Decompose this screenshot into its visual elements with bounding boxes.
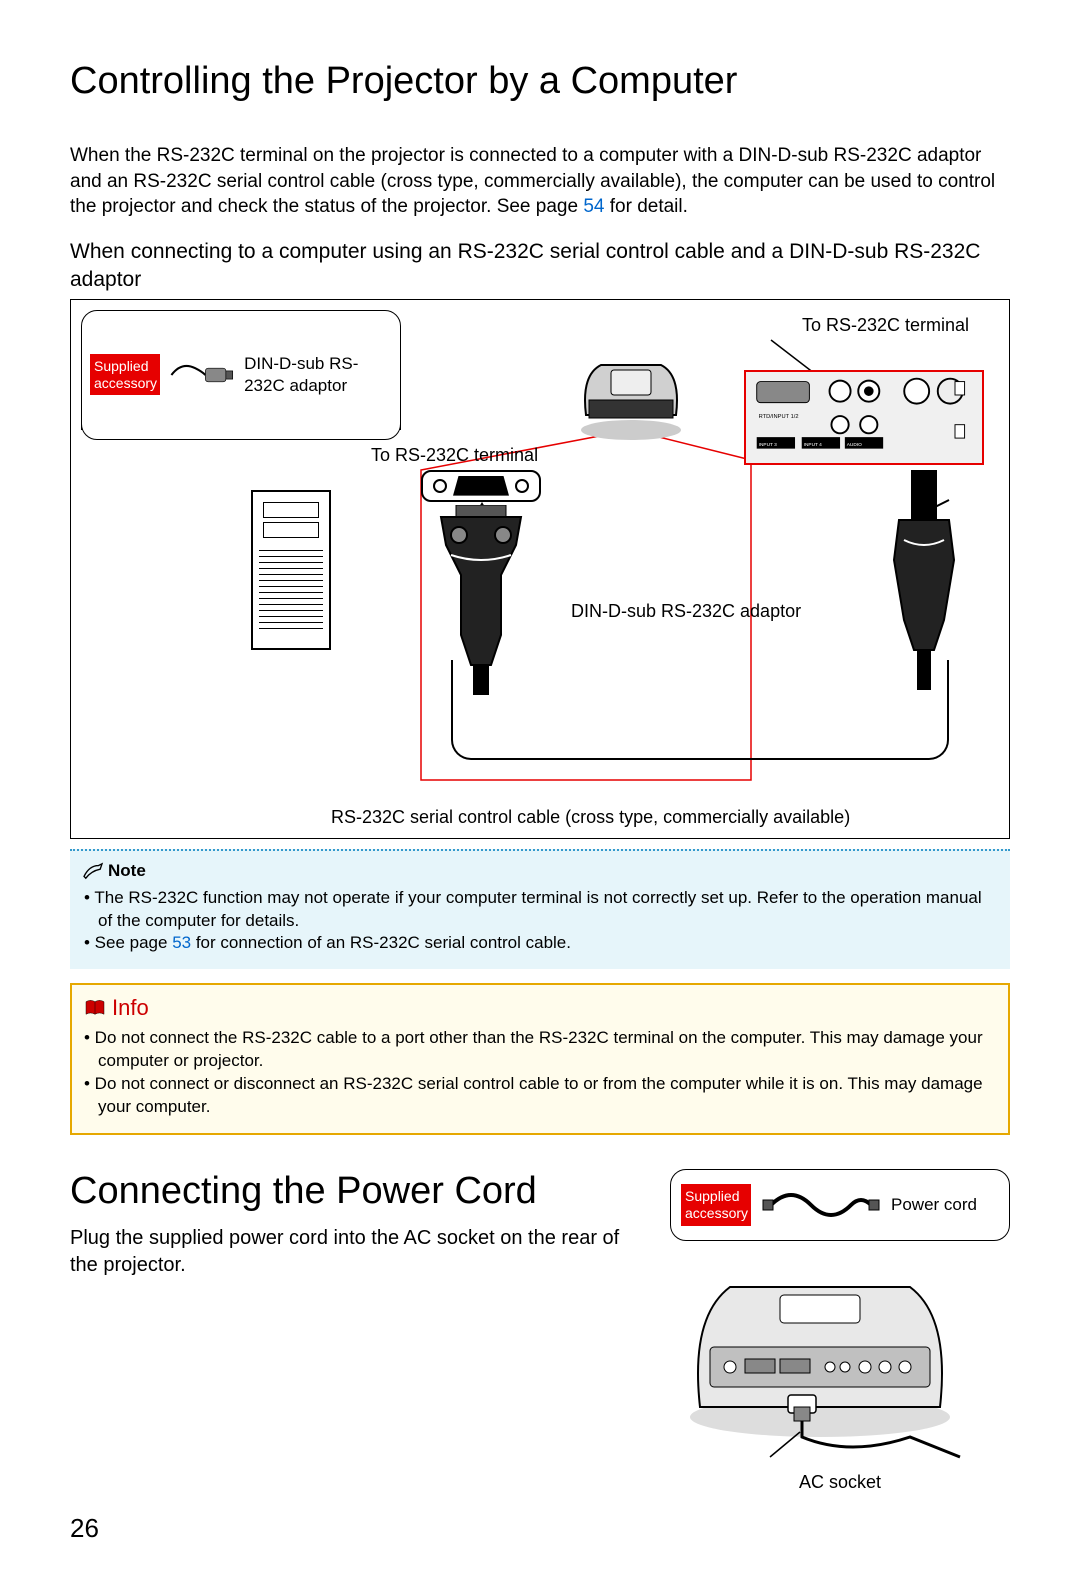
section1-intro: When the RS-232C terminal on the project… xyxy=(70,143,1010,220)
cable-label: RS-232C serial control cable (cross type… xyxy=(331,807,850,828)
to-terminal-label-right: To RS-232C terminal xyxy=(802,315,969,336)
section2-body: Plug the supplied power cord into the AC… xyxy=(70,1225,640,1279)
projector-rear-icon xyxy=(670,1257,970,1467)
din-adaptor-label: DIN-D-sub RS-232C adaptor xyxy=(244,353,392,397)
info-item-2: • Do not connect or disconnect an RS-232… xyxy=(84,1073,996,1119)
note-title-text: Note xyxy=(108,861,146,881)
intro-post: for detail. xyxy=(604,196,687,217)
ac-socket-label: AC socket xyxy=(670,1472,1010,1493)
note-box: Note • The RS-232C function may not oper… xyxy=(70,849,1010,970)
section2-title: Connecting the Power Cord xyxy=(70,1169,640,1215)
svg-text:AUDIO: AUDIO xyxy=(847,441,862,447)
to-terminal-label-mid: To RS-232C terminal xyxy=(371,445,538,466)
cable-path xyxy=(451,660,949,760)
section1-subhead: When connecting to a computer using an R… xyxy=(70,238,1010,295)
section1-title: Controlling the Projector by a Computer xyxy=(70,60,1010,103)
supplied-accessory-label-2: Supplied accessory xyxy=(681,1184,751,1226)
supplied-accessory-label: Supplied accessory xyxy=(90,354,160,396)
computer-tower-vents xyxy=(259,550,323,630)
intro-pre: When the RS-232C terminal on the project… xyxy=(70,145,995,217)
note-pen-icon xyxy=(82,862,104,880)
power-cord-label: Power cord xyxy=(891,1195,977,1215)
note-list: • The RS-232C function may not operate i… xyxy=(82,887,998,956)
note-title: Note xyxy=(82,861,998,881)
info-list: • Do not connect the RS-232C cable to a … xyxy=(84,1027,996,1119)
svg-text:RTD/INPUT 1/2: RTD/INPUT 1/2 xyxy=(759,414,799,420)
info-box: Info • Do not connect the RS-232C cable … xyxy=(70,983,1010,1135)
supplied-accessory-box: Supplied accessory DIN-D-sub RS-232C ada… xyxy=(81,310,401,440)
note-item-1: • The RS-232C function may not operate i… xyxy=(84,887,998,933)
info-title-text: Info xyxy=(112,995,149,1021)
connection-diagram: Supplied accessory DIN-D-sub RS-232C ada… xyxy=(70,299,1010,839)
info-item-1: • Do not connect the RS-232C cable to a … xyxy=(84,1027,996,1073)
info-title: Info xyxy=(84,995,996,1021)
connector-right-icon xyxy=(879,470,969,690)
vga-port-icon xyxy=(421,470,541,502)
din-adaptor-icon xyxy=(168,345,236,405)
power-cord-icon xyxy=(761,1180,881,1230)
page-ref-54[interactable]: 54 xyxy=(583,196,604,217)
svg-text:INPUT 3: INPUT 3 xyxy=(759,441,778,447)
projector-side-icon xyxy=(571,345,691,445)
projector-back-panel: RTD/INPUT 1/2 INPUT 3 INPUT 4 AUDIO xyxy=(744,370,984,465)
note-item-2: • See page 53 for connection of an RS-23… xyxy=(84,932,998,955)
info-book-icon xyxy=(84,999,106,1017)
svg-text:INPUT 4: INPUT 4 xyxy=(804,441,823,447)
power-section: Connecting the Power Cord Plug the suppl… xyxy=(70,1169,1010,1493)
din-callout-label: DIN-D-sub RS-232C adaptor xyxy=(571,600,801,623)
power-accessory-box: Supplied accessory Power cord xyxy=(670,1169,1010,1241)
page-ref-53[interactable]: 53 xyxy=(172,933,191,952)
